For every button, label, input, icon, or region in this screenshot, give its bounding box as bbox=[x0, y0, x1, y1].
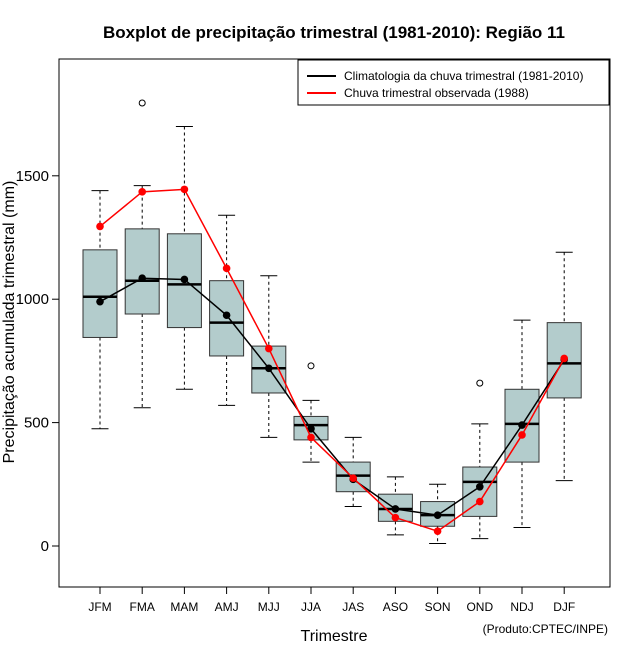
box-fma bbox=[124, 99, 160, 409]
series-point-observed bbox=[307, 433, 315, 442]
box-amj bbox=[209, 214, 245, 406]
box-djf bbox=[546, 251, 582, 482]
x-tick-label: JJA bbox=[301, 600, 321, 614]
y-tick-label: 500 bbox=[24, 415, 49, 432]
x-tick-label: JAS bbox=[342, 600, 364, 614]
x-tick-label: OND bbox=[466, 600, 493, 614]
x-tick-label: MAM bbox=[170, 600, 198, 614]
series-point-observed bbox=[180, 185, 189, 194]
series-group bbox=[96, 185, 568, 535]
series-point-climatology bbox=[391, 505, 400, 513]
series-point-observed bbox=[96, 222, 104, 231]
series-point-climatology bbox=[222, 311, 231, 320]
y-tick-label: 1000 bbox=[16, 291, 49, 308]
legend-label-climatology: Climatologia da chuva trimestral (1981-2… bbox=[344, 69, 583, 83]
series-point-climatology bbox=[476, 482, 484, 491]
credit-text: (Produto:CPTEC/INPE) bbox=[483, 622, 608, 636]
series-point-observed bbox=[560, 354, 568, 363]
box-jfm bbox=[82, 190, 118, 430]
series-point-observed bbox=[222, 264, 231, 273]
x-tick-label: ASO bbox=[383, 600, 408, 614]
series-point-observed bbox=[391, 513, 400, 522]
legend-box bbox=[297, 59, 610, 106]
x-axis: JFM FMA MAM AMJ MJJ JJA JAS ASO SON OND NDJ DJF bbox=[88, 587, 575, 614]
outlier-point bbox=[476, 379, 484, 387]
x-axis-label: Trimestre bbox=[301, 628, 368, 645]
box-ond bbox=[462, 379, 498, 540]
legend-label-observed: Chuva trimestral observada (1988) bbox=[344, 86, 529, 100]
legend: Climatologia da chuva trimestral (1981-2… bbox=[297, 59, 610, 106]
x-tick-label: MJJ bbox=[258, 600, 280, 614]
series-point-observed bbox=[138, 188, 146, 196]
x-tick-label: FMA bbox=[130, 600, 155, 614]
plot-frame bbox=[58, 58, 611, 588]
box-iqr bbox=[82, 249, 118, 338]
series-point-climatology bbox=[96, 297, 104, 306]
boxes-group bbox=[82, 99, 582, 545]
series-point-climatology bbox=[433, 511, 442, 519]
x-tick-label: AMJ bbox=[215, 600, 239, 614]
series-point-climatology bbox=[518, 421, 526, 429]
x-tick-label: DJF bbox=[553, 600, 575, 614]
box-mjj bbox=[251, 275, 287, 438]
series-point-observed bbox=[349, 474, 358, 482]
x-tick-label: SON bbox=[425, 600, 451, 614]
outlier-point bbox=[307, 362, 315, 370]
series-point-climatology bbox=[180, 275, 189, 284]
box-iqr bbox=[462, 466, 498, 517]
series-point-observed bbox=[518, 431, 526, 439]
series-point-climatology bbox=[307, 424, 315, 433]
box-jas bbox=[335, 436, 371, 508]
box-iqr bbox=[124, 228, 160, 315]
series-point-observed bbox=[433, 527, 442, 535]
series-point-observed bbox=[265, 344, 273, 353]
series-line-observed bbox=[99, 188, 565, 533]
x-tick-label: NDJ bbox=[510, 600, 533, 614]
series-line-climatology bbox=[99, 277, 565, 516]
y-axis-label: Precipitação acumulada trimestral (mm) bbox=[1, 181, 18, 464]
series-point-observed bbox=[476, 497, 484, 506]
chart-title: Boxplot de precipitação trimestral (1981… bbox=[103, 23, 565, 42]
series-point-climatology bbox=[265, 364, 273, 373]
y-tick-label: 0 bbox=[41, 538, 49, 555]
y-axis: 0 500 1000 1500 bbox=[16, 168, 59, 555]
outlier-point bbox=[138, 99, 146, 107]
y-tick-label: 1500 bbox=[16, 168, 49, 185]
x-tick-label: JFM bbox=[88, 600, 111, 614]
box-mam bbox=[166, 125, 202, 390]
series-point-climatology bbox=[138, 274, 146, 283]
